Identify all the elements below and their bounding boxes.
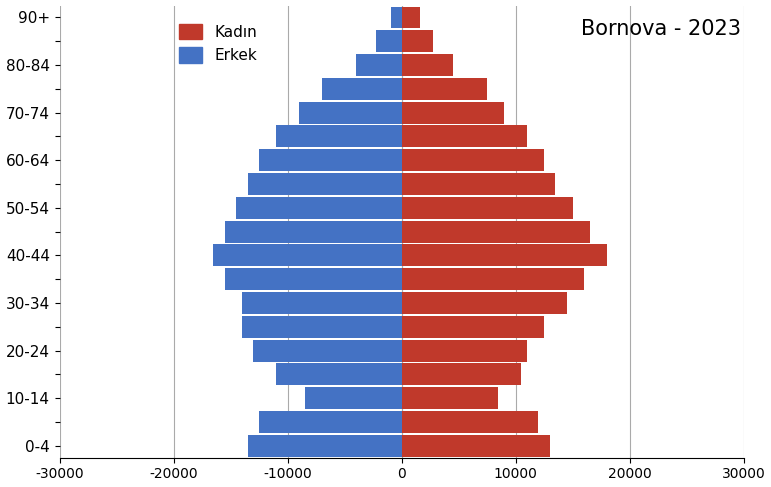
Bar <box>402 435 550 457</box>
Bar <box>247 173 402 195</box>
Bar <box>402 363 521 385</box>
Text: Bornova - 2023: Bornova - 2023 <box>581 19 742 39</box>
Bar <box>322 78 402 100</box>
Bar <box>402 340 527 361</box>
Bar <box>402 197 573 219</box>
Bar <box>214 244 402 266</box>
Bar <box>402 316 544 338</box>
Bar <box>247 435 402 457</box>
Bar <box>402 6 419 28</box>
Bar <box>236 197 402 219</box>
Bar <box>356 54 402 76</box>
Bar <box>276 363 402 385</box>
Bar <box>402 54 453 76</box>
Bar <box>225 221 402 243</box>
Bar <box>392 6 402 28</box>
Bar <box>402 78 487 100</box>
Legend: Kadın, Erkek: Kadın, Erkek <box>173 18 264 70</box>
Bar <box>259 150 402 171</box>
Bar <box>402 387 499 409</box>
Bar <box>402 221 590 243</box>
Bar <box>259 411 402 433</box>
Bar <box>376 30 402 52</box>
Bar <box>402 126 527 148</box>
Bar <box>242 316 402 338</box>
Bar <box>402 30 433 52</box>
Bar <box>242 292 402 314</box>
Bar <box>305 387 402 409</box>
Bar <box>402 411 538 433</box>
Bar <box>402 150 544 171</box>
Bar <box>402 173 555 195</box>
Bar <box>402 244 607 266</box>
Bar <box>402 292 567 314</box>
Bar <box>254 340 402 361</box>
Bar <box>225 268 402 290</box>
Bar <box>402 102 504 124</box>
Bar <box>299 102 402 124</box>
Bar <box>276 126 402 148</box>
Bar <box>402 268 584 290</box>
